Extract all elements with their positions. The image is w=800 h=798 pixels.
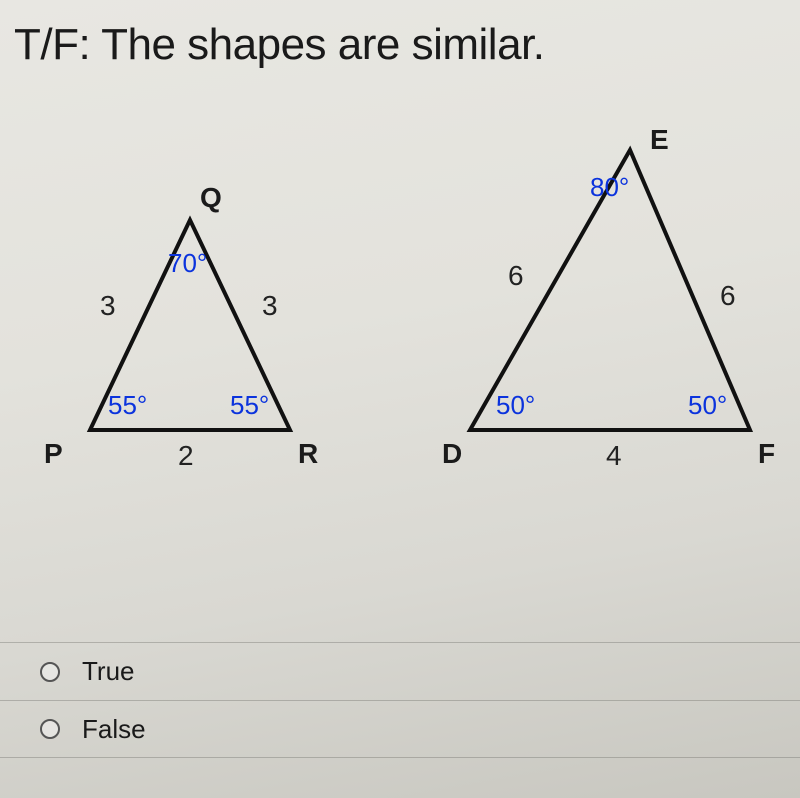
- angle-e-label: 80°: [590, 172, 629, 203]
- vertex-d-label: D: [442, 438, 462, 470]
- option-true-row[interactable]: True: [0, 642, 800, 700]
- side-pq-label: 3: [100, 290, 116, 322]
- radio-icon: [40, 719, 60, 739]
- angle-p-label: 55°: [108, 390, 147, 421]
- vertex-f-label: F: [758, 438, 775, 470]
- triangle-pqr-svg: [50, 190, 330, 470]
- triangle-pqr: Q P R 3 3 2 70° 55° 55°: [50, 190, 330, 470]
- side-qr-label: 3: [262, 290, 278, 322]
- vertex-q-label: Q: [200, 182, 222, 214]
- vertex-r-label: R: [298, 438, 318, 470]
- side-de-label: 6: [508, 260, 524, 292]
- option-true-label: True: [82, 656, 135, 687]
- side-pr-label: 2: [178, 440, 194, 472]
- triangle-def: E D F 6 6 4 80° 50° 50°: [430, 130, 770, 470]
- side-df-label: 4: [606, 440, 622, 472]
- answer-options: True False: [0, 642, 800, 758]
- radio-icon: [40, 662, 60, 682]
- side-ef-label: 6: [720, 280, 736, 312]
- option-false-row[interactable]: False: [0, 700, 800, 758]
- angle-r-label: 55°: [230, 390, 269, 421]
- option-false-label: False: [82, 714, 146, 745]
- question-text: T/F: The shapes are similar.: [0, 0, 800, 70]
- angle-d-label: 50°: [496, 390, 535, 421]
- vertex-p-label: P: [44, 438, 63, 470]
- angle-q-label: 70°: [168, 248, 207, 279]
- diagram-area: Q P R 3 3 2 70° 55° 55° E D F 6 6 4 80° …: [0, 70, 800, 540]
- vertex-e-label: E: [650, 124, 669, 156]
- angle-f-label: 50°: [688, 390, 727, 421]
